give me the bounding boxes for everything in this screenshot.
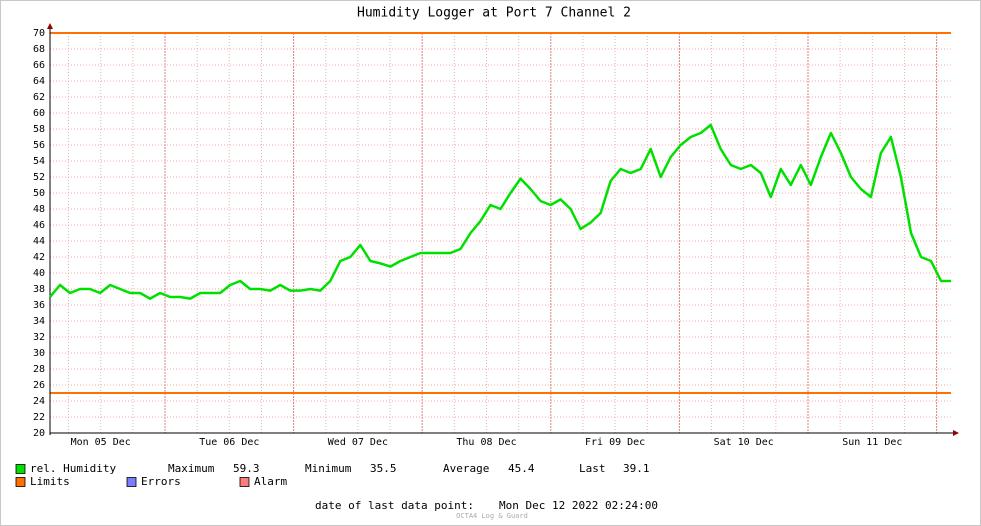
stat-value: 59.3: [233, 462, 260, 475]
stat-value: 39.1: [623, 462, 650, 475]
y-tick-label: 28: [33, 364, 45, 375]
stat-label: Minimum: [305, 462, 352, 475]
y-tick-label: 30: [33, 348, 45, 359]
x-tick-label: Sun 11 Dec: [842, 437, 902, 448]
x-tick-label: Thu 08 Dec: [456, 437, 516, 448]
stat-value: 35.5: [370, 462, 397, 475]
y-tick-label: 70: [33, 28, 45, 39]
y-tick-label: 46: [33, 220, 45, 231]
y-axis-arrow: [47, 23, 53, 29]
y-tick-label: 34: [33, 316, 45, 327]
y-tick-label: 52: [33, 172, 45, 183]
y-tick-label: 26: [33, 380, 45, 391]
y-tick-label: 32: [33, 332, 45, 343]
stat-value: 45.4: [508, 462, 535, 475]
x-tick-label: Fri 09 Dec: [585, 437, 645, 448]
y-tick-label: 58: [33, 124, 45, 135]
y-tick-label: 56: [33, 140, 45, 151]
legend-label: Limits: [30, 475, 70, 488]
chart-title: Humidity Logger at Port 7 Channel 2: [357, 6, 631, 21]
stat-label: Last: [579, 462, 606, 475]
y-tick-label: 44: [33, 236, 45, 247]
legend-swatch: [15, 464, 26, 474]
y-tick-label: 66: [33, 60, 45, 71]
x-tick-label: Wed 07 Dec: [328, 437, 388, 448]
x-tick-label: Tue 06 Dec: [199, 437, 259, 448]
y-tick-label: 36: [33, 300, 45, 311]
y-tick-label: 42: [33, 252, 45, 263]
y-tick-label: 54: [33, 156, 45, 167]
footer-label: date of last data point:: [315, 499, 474, 512]
legend-swatch: [15, 477, 26, 487]
x-tick-label: Mon 05 Dec: [71, 437, 131, 448]
y-tick-label: 62: [33, 92, 45, 103]
stat-label: Average: [443, 462, 489, 475]
y-tick-label: 64: [33, 76, 45, 87]
legend-label: Errors: [141, 475, 181, 488]
footer-value: Mon Dec 12 2022 02:24:00: [499, 499, 658, 512]
x-tick-label: Sat 10 Dec: [714, 437, 774, 448]
legend-swatch: [126, 477, 137, 487]
watermark: OCTA4 Log & Guard: [456, 512, 528, 520]
y-tick-label: 40: [33, 268, 45, 279]
stat-label: Maximum: [168, 462, 215, 475]
x-axis-arrow: [953, 430, 959, 436]
y-tick-label: 50: [33, 188, 45, 199]
y-tick-label: 20: [33, 428, 45, 439]
data-line: [49, 123, 951, 300]
y-tick-label: 68: [33, 44, 45, 55]
y-tick-label: 22: [33, 412, 45, 423]
y-tick-label: 24: [33, 396, 45, 407]
legend-swatch: [239, 477, 250, 487]
y-tick-label: 60: [33, 108, 45, 119]
y-tick-label: 38: [33, 284, 45, 295]
y-tick-label: 48: [33, 204, 45, 215]
legend-label: rel. Humidity: [30, 462, 116, 475]
legend-label: Alarm: [254, 475, 287, 488]
